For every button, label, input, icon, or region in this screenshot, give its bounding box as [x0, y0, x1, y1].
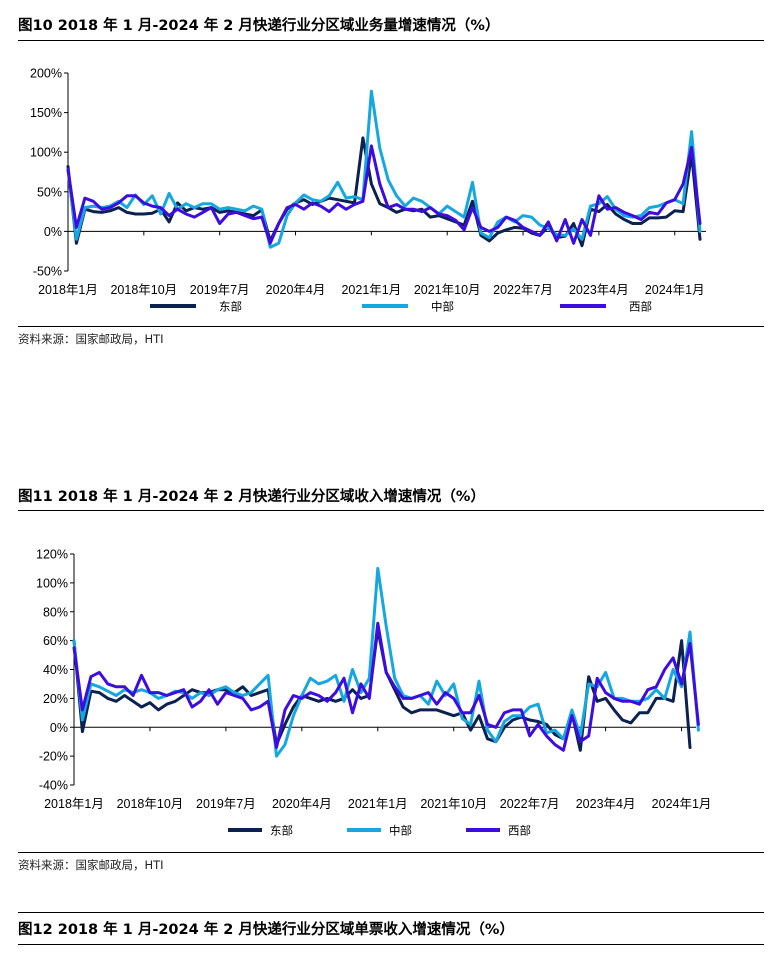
legend-label-1: 东部 [270, 824, 293, 838]
y-tick-label: 40% [43, 663, 68, 677]
y-tick-label: 150% [30, 106, 62, 120]
figure-10-title: 图10 2018 年 1 月-2024 年 2 月快递行业分区域业务量增速情况（… [18, 18, 500, 34]
x-tick-label: 2020年4月 [266, 283, 326, 297]
x-tick-label: 2019年7月 [190, 283, 250, 297]
figure-11-top-rule [18, 510, 764, 511]
x-tick-label: 2018年1月 [44, 797, 104, 811]
x-tick-label: 2021年1月 [341, 283, 401, 297]
x-tick-label: 2022年7月 [500, 797, 560, 811]
y-tick-label: 200% [30, 67, 62, 81]
x-tick-label: 2024年1月 [645, 283, 705, 297]
x-tick-label: 2018年1月 [38, 283, 98, 297]
figure-10-source: 资料来源：国家邮政局，HTI [18, 332, 164, 346]
figure-12-top-rule-upper [18, 912, 764, 913]
x-tick-label: 2020年4月 [272, 797, 332, 811]
x-tick-label: 2021年10月 [420, 797, 487, 811]
figure-11-source: 资料来源：国家邮政局，HTI [18, 858, 164, 872]
figure-12-title: 图12 2018 年 1 月-2024 年 2 月快递行业分区域单票收入增速情况… [18, 922, 514, 938]
x-tick-label: 2023年4月 [569, 283, 629, 297]
y-tick-label: 120% [36, 548, 68, 562]
y-tick-label: 0% [44, 225, 62, 239]
x-tick-label: 2024年1月 [652, 797, 712, 811]
x-tick-label: 2019年7月 [196, 797, 256, 811]
x-tick-label: 2023年4月 [576, 797, 636, 811]
y-tick-label: 100% [36, 576, 68, 590]
figure-10-top-rule [18, 40, 764, 41]
x-tick-label: 2022年7月 [493, 283, 553, 297]
series-line-2 [66, 89, 702, 249]
x-tick-label: 2021年10月 [414, 283, 481, 297]
y-tick-label: 50% [37, 185, 62, 199]
legend-label-2: 中部 [389, 824, 412, 838]
legend-label-3: 西部 [508, 824, 531, 838]
series-line-3 [66, 144, 702, 245]
legend-label-3: 西部 [629, 300, 652, 314]
figure-10-bottom-rule [18, 326, 764, 327]
series-line-2 [72, 566, 700, 758]
y-tick-label: 80% [43, 605, 68, 619]
legend-label-1: 东部 [219, 300, 242, 314]
figure-11-chart: 120% 100% 80% 60% 40% 20% 0% -20% -40% 2018年1月 201… [36, 548, 712, 838]
legend-label-2: 中部 [431, 300, 454, 314]
x-tick-label: 2018年10月 [110, 283, 177, 297]
y-tick-label: 100% [30, 146, 62, 160]
figure-10-chart: 200% 150% 100% 50% 0% -50% 2018年1月 2018年10月 2019… [30, 67, 706, 314]
y-tick-label: 0% [50, 721, 68, 735]
y-tick-label: -20% [39, 750, 68, 764]
y-tick-label: 60% [43, 634, 68, 648]
y-tick-label: -40% [39, 779, 68, 793]
x-tick-label: 2018年10月 [117, 797, 184, 811]
figure-11-title: 图11 2018 年 1 月-2024 年 2 月快递行业分区域收入增速情况（%… [18, 489, 485, 505]
figure-12-top-rule [18, 944, 764, 945]
series-line-3 [72, 621, 700, 752]
x-tick-label: 2021年1月 [348, 797, 408, 811]
y-tick-label: -50% [33, 265, 62, 279]
y-tick-label: 20% [43, 692, 68, 706]
figure-11-bottom-rule [18, 852, 764, 853]
